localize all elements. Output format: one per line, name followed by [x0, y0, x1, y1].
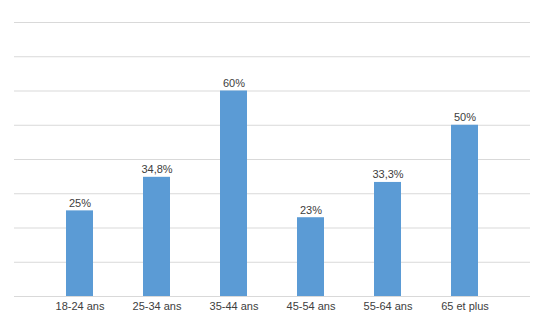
svg-text:18-24 ans: 18-24 ans — [56, 300, 105, 312]
svg-text:65 et plus: 65 et plus — [441, 300, 489, 312]
svg-text:33,3%: 33,3% — [372, 168, 403, 180]
svg-text:35-44 ans: 35-44 ans — [210, 300, 259, 312]
svg-text:25-34 ans: 25-34 ans — [133, 300, 182, 312]
svg-text:23%: 23% — [300, 204, 322, 216]
svg-text:34,8%: 34,8% — [141, 163, 172, 175]
svg-text:55-64 ans: 55-64 ans — [364, 300, 413, 312]
svg-text:50%: 50% — [454, 111, 476, 123]
svg-text:45-54 ans: 45-54 ans — [287, 300, 336, 312]
svg-text:60%: 60% — [223, 77, 245, 89]
svg-text:25%: 25% — [69, 197, 91, 209]
